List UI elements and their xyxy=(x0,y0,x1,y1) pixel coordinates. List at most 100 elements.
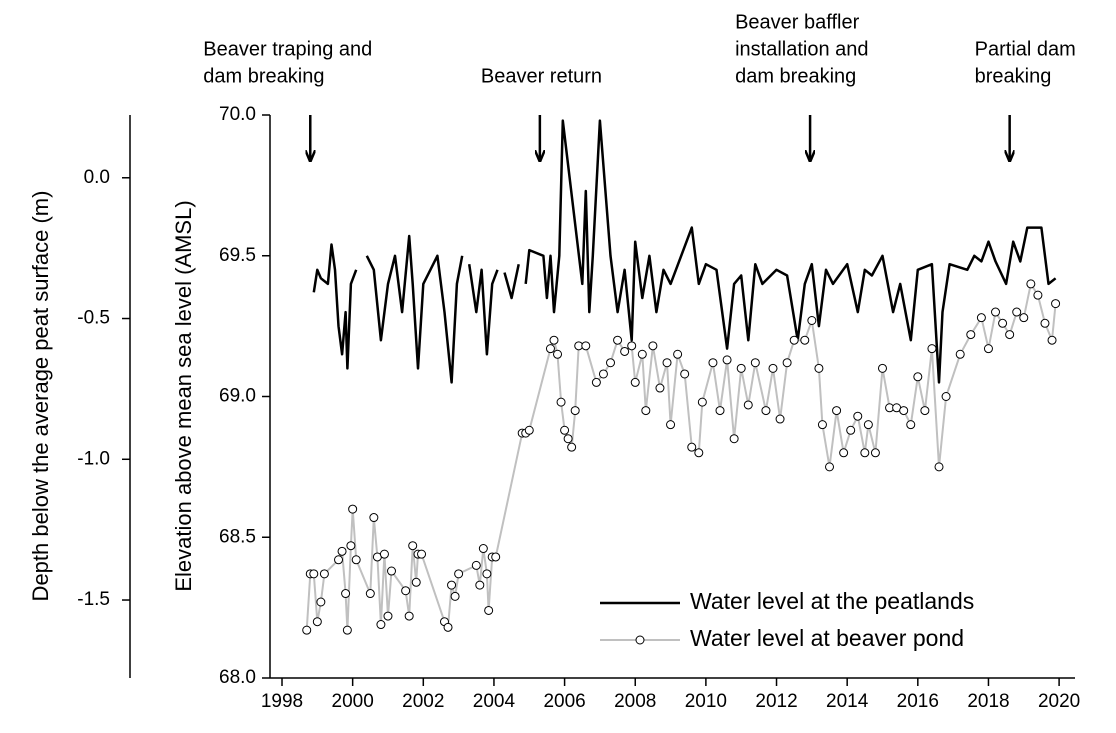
y-tick-label: 68.5 xyxy=(219,526,256,547)
data-point xyxy=(722,355,732,365)
data-point xyxy=(991,307,1001,317)
data-point xyxy=(524,425,534,435)
x-tick-label: 2020 xyxy=(1038,691,1080,712)
data-point xyxy=(302,625,312,635)
y-tick-label: 70.0 xyxy=(219,104,256,125)
data-point xyxy=(807,315,817,325)
x-tick-label: 2004 xyxy=(473,691,516,712)
legend-marker xyxy=(635,635,645,645)
data-point xyxy=(443,622,453,632)
data-point xyxy=(715,406,725,416)
data-point xyxy=(853,411,863,421)
data-point xyxy=(471,560,481,570)
legend-label: Water level at the peatlands xyxy=(690,588,974,614)
data-point xyxy=(976,313,986,323)
data-point xyxy=(648,341,658,351)
data-point xyxy=(337,546,347,556)
data-point xyxy=(553,349,563,359)
data-point xyxy=(637,349,647,359)
series-line xyxy=(312,119,1057,384)
data-point xyxy=(309,569,319,579)
data-point xyxy=(708,358,718,368)
data-point xyxy=(417,549,427,559)
y2-tick-label: 0.0 xyxy=(84,167,110,188)
data-point xyxy=(1047,335,1057,345)
y-tick-label: 69.5 xyxy=(219,245,256,266)
y-axis-label: Elevation above mean sea level (AMSL) xyxy=(171,200,196,591)
data-point xyxy=(1051,299,1061,309)
data-point xyxy=(1040,318,1050,328)
data-point xyxy=(1005,330,1015,340)
data-point xyxy=(817,420,827,430)
annotation-text: breaking xyxy=(975,65,1052,87)
data-point xyxy=(334,555,344,565)
data-point xyxy=(581,341,591,351)
data-point xyxy=(567,442,577,452)
data-point xyxy=(666,420,676,430)
data-point xyxy=(694,448,704,458)
data-point xyxy=(641,406,651,416)
data-point xyxy=(491,552,501,562)
data-point xyxy=(761,406,771,416)
data-point xyxy=(1019,313,1029,323)
x-tick-label: 1998 xyxy=(261,691,303,712)
x-tick-label: 2000 xyxy=(332,691,374,712)
data-point xyxy=(591,377,601,387)
data-point xyxy=(369,513,379,523)
data-point xyxy=(899,406,909,416)
y2-tick-label: -0.5 xyxy=(77,308,110,329)
data-point xyxy=(750,358,760,368)
data-point xyxy=(342,625,352,635)
data-point xyxy=(383,611,393,621)
data-point xyxy=(839,448,849,458)
data-point xyxy=(860,448,870,458)
data-point xyxy=(941,392,951,401)
data-point xyxy=(655,383,665,393)
x-tick-label: 2010 xyxy=(685,691,727,712)
x-tick-label: 2018 xyxy=(967,691,1009,712)
x-tick-label: 2002 xyxy=(402,691,444,712)
data-point xyxy=(782,358,792,368)
data-point xyxy=(800,335,810,345)
data-point xyxy=(549,335,559,345)
annotation-text: Beaver traping and xyxy=(203,38,372,60)
data-point xyxy=(630,377,640,387)
data-point xyxy=(411,577,421,587)
data-point xyxy=(312,617,322,627)
data-point xyxy=(563,434,573,444)
data-point xyxy=(401,586,411,596)
data-point xyxy=(1012,307,1022,317)
data-point xyxy=(846,425,856,435)
annotation-text: dam breaking xyxy=(203,65,324,87)
data-point xyxy=(620,346,630,356)
data-point xyxy=(447,580,457,590)
x-tick-label: 2006 xyxy=(543,691,585,712)
data-point xyxy=(570,406,580,416)
data-point xyxy=(450,591,460,601)
data-point xyxy=(387,566,397,576)
x-tick-label: 2012 xyxy=(755,691,797,712)
y2-tick-label: -1.5 xyxy=(77,589,110,610)
data-point xyxy=(454,569,464,579)
data-point xyxy=(789,335,799,345)
data-point xyxy=(736,363,746,373)
annotation-text: Beaver baffler xyxy=(735,11,859,33)
data-point xyxy=(404,611,414,621)
data-point xyxy=(560,425,570,435)
data-point xyxy=(662,358,672,368)
data-point xyxy=(598,369,608,379)
data-point xyxy=(376,620,386,630)
x-tick-label: 2016 xyxy=(897,691,939,712)
y-tick-label: 69.0 xyxy=(219,386,256,407)
annotation-text: Partial dam xyxy=(975,38,1076,60)
data-point xyxy=(877,363,887,373)
y2-axis-label: Depth below the average peat surface (m) xyxy=(28,191,53,602)
data-point xyxy=(556,397,566,407)
data-point xyxy=(627,341,637,351)
data-point xyxy=(475,580,485,590)
data-point xyxy=(729,434,739,444)
data-point xyxy=(825,462,835,472)
y-tick-label: 68.0 xyxy=(219,667,256,688)
data-point xyxy=(870,448,880,458)
